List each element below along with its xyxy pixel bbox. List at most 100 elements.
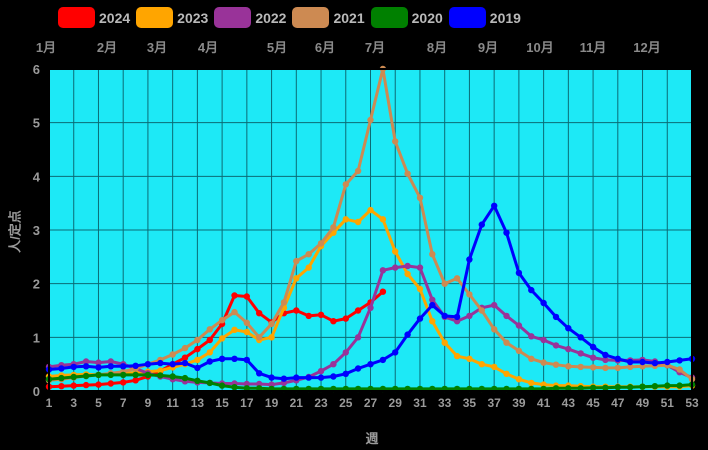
data-point-2023 xyxy=(466,355,473,362)
data-point-2024 xyxy=(120,379,127,386)
data-point-2022 xyxy=(466,312,473,320)
legend-item-2020: 2020 xyxy=(370,7,443,28)
data-point-2019 xyxy=(280,375,288,382)
data-point-2024 xyxy=(194,345,201,353)
data-point-2019 xyxy=(528,286,535,294)
data-point-2022 xyxy=(589,354,597,361)
data-point-2022 xyxy=(429,296,436,303)
data-point-2020 xyxy=(651,383,659,390)
legend-label: 2021 xyxy=(333,9,365,26)
legend-item-2019: 2019 xyxy=(448,7,521,28)
data-point-2024 xyxy=(132,377,139,384)
data-point-2020 xyxy=(70,373,77,381)
data-point-2022 xyxy=(528,333,535,340)
x-tick-label: 37 xyxy=(487,396,501,410)
data-point-2019 xyxy=(379,356,387,364)
data-point-2024 xyxy=(293,307,300,314)
data-point-2019 xyxy=(317,374,325,381)
data-point-2024 xyxy=(206,336,213,344)
data-point-2023 xyxy=(441,339,448,346)
data-point-2019 xyxy=(293,374,300,381)
data-point-2021 xyxy=(503,339,510,346)
data-point-2020 xyxy=(157,372,164,379)
month-label: 3月 xyxy=(146,40,168,55)
data-point-2019 xyxy=(95,364,102,371)
month-label: 8月 xyxy=(426,40,448,55)
data-point-2023 xyxy=(528,379,535,387)
y-tick-label: 6 xyxy=(33,62,40,77)
data-point-2019 xyxy=(676,357,683,364)
data-point-2022 xyxy=(503,312,510,320)
data-point-2019 xyxy=(565,325,572,332)
data-point-2021 xyxy=(602,364,609,372)
data-point-2020 xyxy=(218,382,226,389)
data-point-2019 xyxy=(639,358,646,366)
data-point-2019 xyxy=(231,355,238,362)
month-label: 4月 xyxy=(197,40,219,55)
data-point-2024 xyxy=(70,382,77,389)
data-point-2019 xyxy=(453,313,461,321)
legend-item-2021: 2021 xyxy=(292,7,365,28)
month-label: 9月 xyxy=(477,40,499,55)
data-point-2023 xyxy=(194,356,201,364)
data-point-2024 xyxy=(379,288,387,295)
data-point-2021 xyxy=(589,364,597,371)
data-point-2024 xyxy=(317,311,325,318)
x-tick-label: 3 xyxy=(70,396,77,410)
data-point-2019 xyxy=(602,351,609,359)
data-point-2023 xyxy=(416,285,424,293)
data-point-2021 xyxy=(478,307,485,314)
data-point-2021 xyxy=(317,240,325,247)
x-tick-label: 15 xyxy=(215,396,229,410)
data-point-2019 xyxy=(58,365,65,372)
data-point-2019 xyxy=(614,355,621,362)
data-point-2021 xyxy=(181,344,189,352)
data-point-2021 xyxy=(577,363,584,371)
data-point-2021 xyxy=(565,363,572,370)
data-point-2023 xyxy=(367,206,374,214)
data-point-2023 xyxy=(392,248,399,255)
data-point-2020 xyxy=(144,371,152,379)
x-axis-title: 週 xyxy=(365,431,379,446)
data-point-2022 xyxy=(515,322,523,329)
data-point-2021 xyxy=(540,359,547,366)
month-label: 5月 xyxy=(266,40,288,55)
legend-swatch-2019 xyxy=(448,7,486,28)
data-point-2021 xyxy=(280,299,288,306)
data-point-2023 xyxy=(293,275,300,282)
data-point-2021 xyxy=(441,280,448,287)
y-tick-label: 4 xyxy=(33,169,41,184)
x-tick-label: 5 xyxy=(95,396,102,410)
data-point-2020 xyxy=(82,372,90,380)
x-tick-label: 19 xyxy=(265,396,279,410)
data-point-2021 xyxy=(243,319,250,326)
month-label: 1月 xyxy=(35,40,57,55)
data-point-2021 xyxy=(404,170,411,177)
data-point-2020 xyxy=(206,379,213,387)
x-tick-label: 45 xyxy=(586,396,600,410)
data-point-2021 xyxy=(676,366,683,373)
data-point-2021 xyxy=(491,326,498,333)
data-point-2019 xyxy=(206,358,213,365)
data-point-2019 xyxy=(169,361,176,368)
legend-label: 2019 xyxy=(489,9,521,26)
x-tick-label: 21 xyxy=(290,396,304,410)
data-point-2022 xyxy=(392,264,399,271)
data-point-2022 xyxy=(107,358,115,365)
data-point-2022 xyxy=(404,262,411,270)
data-point-2023 xyxy=(305,264,312,271)
data-point-2019 xyxy=(515,269,523,277)
data-point-2020 xyxy=(565,385,572,392)
data-point-2020 xyxy=(627,384,634,391)
legend-swatch-2021 xyxy=(292,7,330,28)
x-tick-label: 33 xyxy=(438,396,452,410)
data-point-2019 xyxy=(491,202,498,209)
data-point-2024 xyxy=(181,354,189,361)
data-point-2023 xyxy=(491,363,498,371)
data-point-2019 xyxy=(256,370,263,377)
data-point-2019 xyxy=(107,363,115,370)
data-point-2023 xyxy=(243,328,250,336)
data-point-2019 xyxy=(194,364,201,372)
